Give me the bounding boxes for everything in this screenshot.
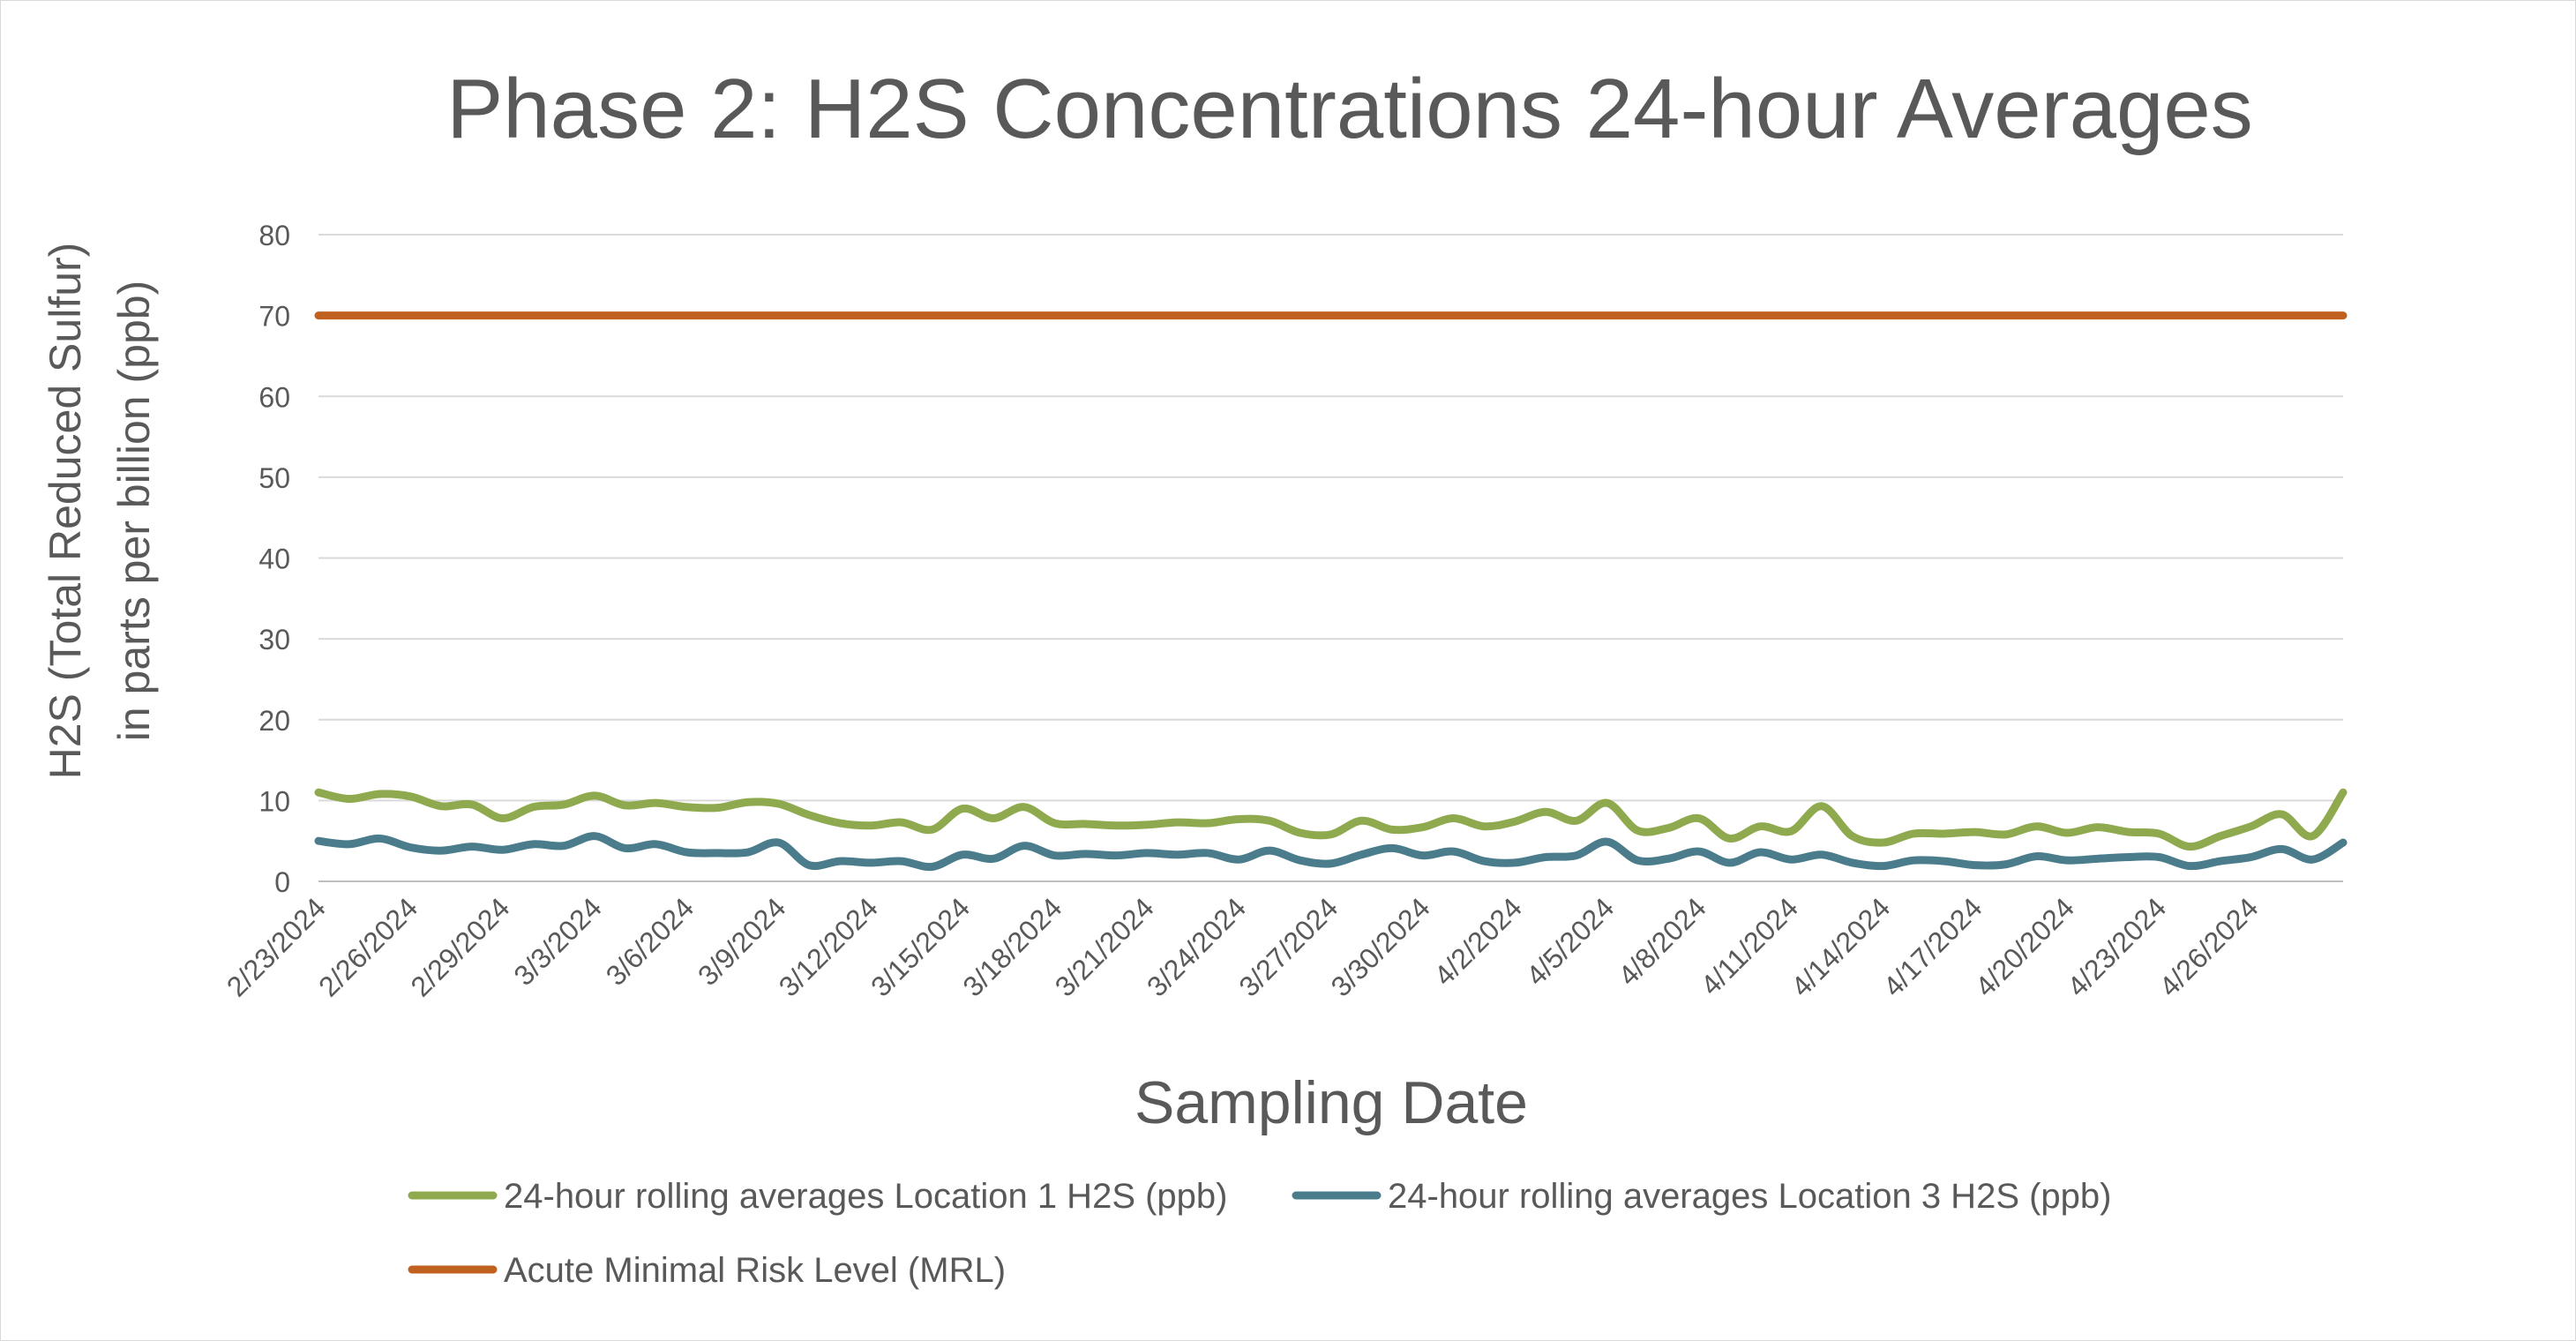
legend: 24-hour rolling averages Location 1 H2S … (408, 1177, 2112, 1290)
y-tick-label: 50 (258, 462, 290, 494)
x-axis-ticks: 2/23/20242/26/20242/29/20243/3/20243/6/2… (221, 891, 2265, 1002)
legend-item: 24-hour rolling averages Location 3 H2S … (1292, 1177, 2112, 1216)
y-axis-label-line-2: in parts per billion (ppb) (109, 281, 159, 742)
x-tick-label: 3/12/2024 (773, 891, 884, 1002)
x-tick-label: 3/3/2024 (507, 891, 608, 992)
series-line-24-hour-rolling-averages-location-1-h2s-ppb (314, 788, 2348, 851)
gridlines (318, 234, 2343, 882)
series-lines (314, 311, 2348, 872)
legend-item: 24-hour rolling averages Location 1 H2S … (408, 1177, 1228, 1216)
y-axis-ticks: 0 10 20 30 40 50 60 70 80 (258, 220, 290, 898)
y-tick-label: 60 (258, 381, 290, 413)
y-tick-label: 80 (258, 220, 290, 251)
legend-label: 24-hour rolling averages Location 3 H2S … (1388, 1177, 2112, 1216)
x-tick-label: 3/6/2024 (600, 891, 700, 992)
x-tick-label: 3/24/2024 (1141, 891, 1252, 1002)
x-tick-label: 3/15/2024 (865, 891, 976, 1002)
x-tick-label: 4/5/2024 (1520, 891, 1621, 992)
y-tick-label: 20 (258, 705, 290, 737)
x-tick-label: 4/23/2024 (2061, 891, 2172, 1002)
legend-label: 24-hour rolling averages Location 1 H2S … (504, 1177, 1228, 1216)
x-tick-label: 2/26/2024 (312, 891, 423, 1002)
x-tick-label: 4/2/2024 (1428, 891, 1529, 992)
x-tick-label: 3/18/2024 (956, 891, 1067, 1002)
y-tick-label: 70 (258, 301, 290, 333)
chart-title: Phase 2: H2S Concentrations 24-hour Aver… (446, 62, 2253, 156)
y-tick-label: 0 (274, 866, 290, 898)
x-tick-label: 2/29/2024 (404, 891, 515, 1002)
x-tick-label: 4/14/2024 (1785, 891, 1896, 1002)
legend-item: Acute Minimal Risk Level (MRL) (408, 1251, 1006, 1290)
x-tick-label: 4/20/2024 (1969, 891, 2080, 1002)
x-tick-label: 4/11/2024 (1695, 891, 1804, 1000)
x-tick-label: 2/23/2024 (221, 891, 332, 1002)
y-tick-label: 30 (258, 624, 290, 656)
x-axis-label: Sampling Date (1134, 1069, 1528, 1136)
x-tick-label: 3/30/2024 (1325, 891, 1436, 1002)
x-tick-label: 4/17/2024 (1877, 891, 1988, 1002)
x-tick-label: 3/27/2024 (1232, 891, 1344, 1002)
x-tick-label: 4/26/2024 (2153, 891, 2265, 1002)
legend-label: Acute Minimal Risk Level (MRL) (504, 1251, 1006, 1290)
y-tick-label: 10 (258, 785, 290, 817)
x-tick-label: 3/21/2024 (1049, 891, 1160, 1002)
series-line-24-hour-rolling-averages-location-3-h2s-ppb (314, 832, 2348, 872)
y-axis-label-line-1: H2S (Total Reduced Sulfur) (41, 243, 90, 780)
y-tick-label: 40 (258, 543, 290, 575)
